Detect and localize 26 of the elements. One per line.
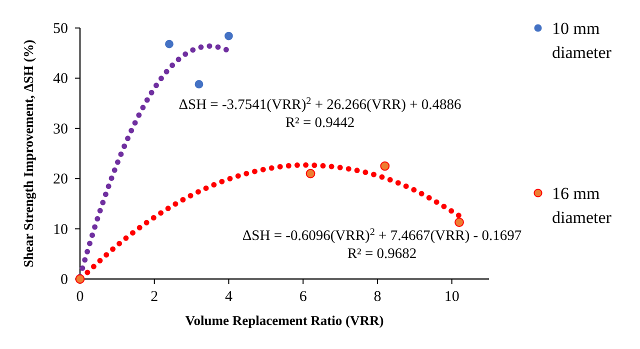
annotation: ΔSH = -3.7541(VRR)$^{2}$ + 26.266(VRR) + 0.4886 — [178, 96, 462, 113]
point — [306, 168, 316, 178]
y-tick-label: 0 — [60, 272, 68, 288]
point — [194, 80, 204, 88]
point — [454, 218, 464, 227]
y-tick-label: 50 — [53, 21, 68, 37]
x-tick-label: 8 — [374, 289, 382, 305]
x-tick-label: 4 — [224, 289, 233, 305]
y-tick-label: 30 — [53, 121, 68, 138]
annotation: ΔSH = -0.6096(VRR)$^{2}$ + 7.4667(VRR) - 0.1697 — [242, 226, 522, 244]
legend-label: 10 mm diameter — [552, 19, 612, 62]
x-axis-title: Volume Replacement Ratio (VRR) — [185, 313, 384, 328]
x-tick-label: 2 — [150, 289, 158, 305]
x-tick-label: 6 — [299, 289, 308, 305]
y-axis-title: Shear Strength Improvement, ΔSH (%) — [21, 40, 36, 268]
point — [165, 40, 174, 48]
x-tick-label: 0 — [76, 289, 84, 305]
annotation: R² = 0.9442 — [285, 115, 355, 131]
x-tick-label: 10 — [444, 289, 460, 305]
y-tick-label: 40 — [53, 71, 68, 88]
y-tick-label: 20 — [53, 172, 68, 188]
annotation: R² = 0.9682 — [347, 246, 417, 262]
legend-label: 16 mm diameter — [552, 184, 612, 227]
point — [380, 161, 390, 171]
point — [224, 32, 233, 40]
y-tick-label: 10 — [53, 222, 68, 238]
